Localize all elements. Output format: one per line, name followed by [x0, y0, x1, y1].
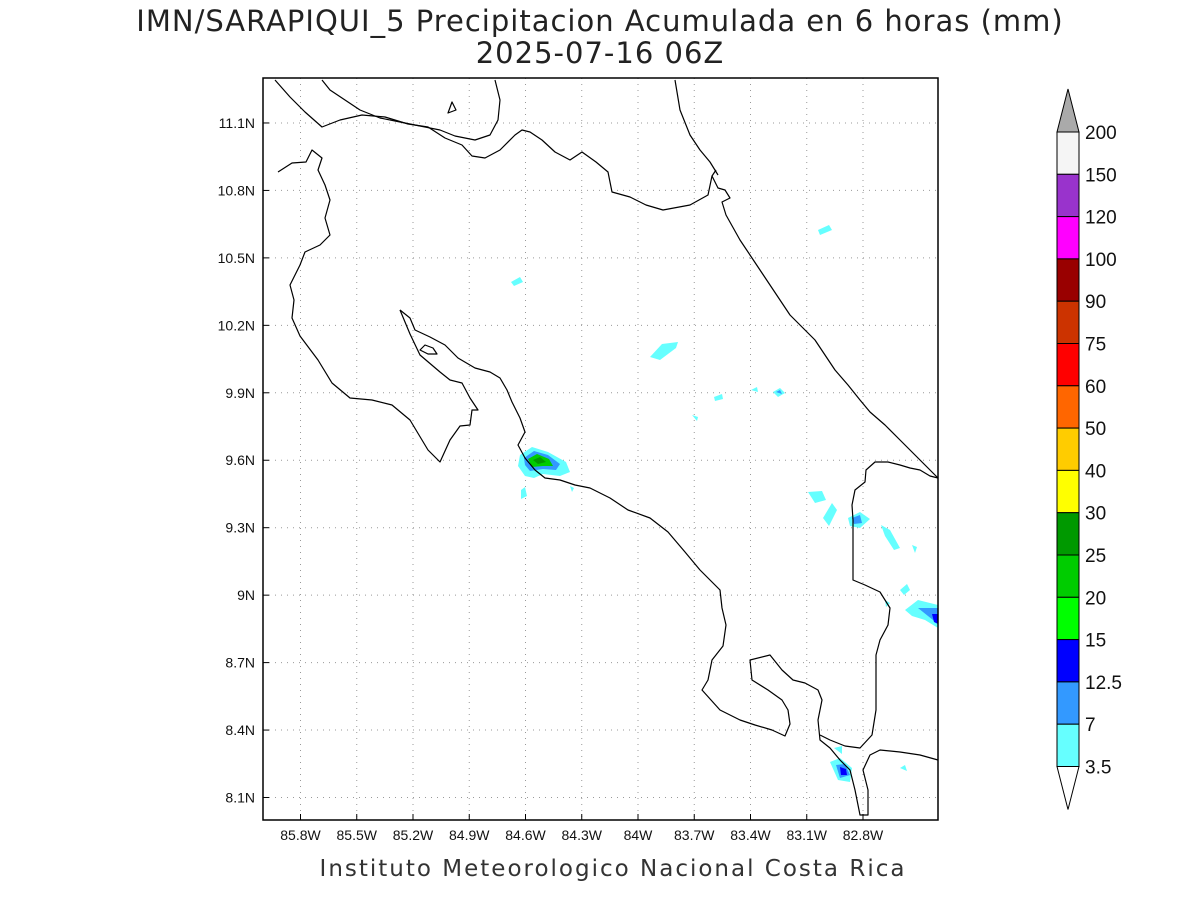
lon-tick-label: 84.6W — [505, 827, 546, 843]
lon-tick-label: 84.3W — [562, 827, 603, 843]
map-date: 2025-07-16 06Z — [475, 36, 725, 70]
lat-tick-label: 9N — [237, 587, 255, 603]
precip-blob — [650, 342, 678, 360]
precip-blob — [852, 515, 862, 524]
colorbar-swatch — [1056, 639, 1080, 683]
colorbar-label: 200 — [1085, 123, 1117, 144]
lon-tick-label: 82.8W — [843, 827, 884, 843]
colorbar-bottom-arrow — [1056, 766, 1080, 810]
precip-blob — [692, 415, 698, 421]
nicaragua-caribbean — [674, 79, 719, 176]
precip-blob — [570, 486, 574, 492]
precipitation-areas — [511, 225, 938, 782]
precip-blob — [533, 457, 546, 464]
colorbar-swatch — [1056, 512, 1080, 556]
precip-blob — [900, 765, 907, 771]
precip-blob — [881, 525, 900, 550]
lon-tick-label: 85.5W — [337, 827, 378, 843]
colorbar-swatch — [1056, 216, 1080, 260]
precip-blob — [751, 387, 758, 392]
precip-blob — [818, 225, 832, 235]
colorbar-label: 150 — [1085, 165, 1117, 186]
latitude-axis: 11.1N 10.8N 10.5N 10.2N 9.9N 9.6N 9.3N 9N 8.7N 8.… — [218, 115, 269, 806]
colorbar-top-arrow — [1056, 88, 1080, 133]
colorbar-label: 100 — [1085, 250, 1117, 271]
colorbar-swatch — [1056, 554, 1080, 598]
grid-lines — [263, 78, 938, 820]
colorbar-label: 12.5 — [1085, 673, 1122, 694]
colorbar-label: 120 — [1085, 208, 1117, 229]
lat-tick-label: 10.8N — [218, 182, 255, 198]
colorbar-swatch — [1056, 300, 1080, 345]
precip-blob — [905, 600, 938, 628]
nicaragua-coast — [321, 79, 501, 141]
precip-blob — [714, 394, 723, 401]
lon-tick-label: 83.4W — [730, 827, 771, 843]
pacific-coast — [277, 149, 479, 463]
precip-blob — [840, 767, 847, 775]
colorbar-label: 30 — [1085, 504, 1106, 525]
longitude-axis: 85.8W 85.5W 85.2W 84.9W 84.6W 84.3W 84W 83.7W 83… — [280, 814, 884, 843]
precip-blob — [808, 491, 826, 503]
colorbar-swatch — [1056, 173, 1080, 218]
lat-tick-label: 9.6N — [225, 452, 255, 468]
lon-tick-label: 85.8W — [280, 827, 321, 843]
colorbar-swatch — [1056, 343, 1080, 387]
precip-blob — [834, 746, 842, 754]
colorbar-swatch — [1056, 469, 1080, 514]
lon-tick-label: 83.1W — [787, 827, 828, 843]
precip-blob — [932, 614, 938, 624]
caribbean-coast — [711, 175, 939, 479]
colorbar-swatch — [1056, 258, 1080, 302]
lat-tick-label: 10.2N — [218, 317, 255, 333]
colorbar: 3.5 7 12.5 15 20 25 30 40 50 60 75 90 100 120 150 200 — [1056, 88, 1122, 810]
precip-blob — [900, 584, 910, 595]
lon-tick-label: 83.7W — [674, 827, 715, 843]
lat-tick-label: 8.7N — [225, 655, 255, 671]
precip-blob — [918, 608, 938, 624]
lat-tick-label: 9.9N — [225, 385, 255, 401]
colorbar-label: 3.5 — [1085, 758, 1111, 779]
lon-tick-label: 85.2W — [393, 827, 434, 843]
lat-tick-label: 8.4N — [225, 722, 255, 738]
precip-blob — [511, 277, 523, 286]
colorbar-label: 90 — [1085, 292, 1106, 313]
map-frame — [262, 77, 939, 821]
lat-tick-label: 11.1N — [219, 115, 255, 131]
lat-tick-label: 9.3N — [225, 520, 255, 536]
colorbar-label: 40 — [1085, 461, 1106, 482]
map-title: IMN/SARAPIQUI_5 Precipitacion Acumulada … — [136, 4, 1064, 38]
lon-tick-label: 84W — [624, 827, 654, 843]
precip-blob — [521, 487, 527, 499]
colorbar-label: 7 — [1085, 715, 1096, 736]
lat-tick-label: 8.1N — [225, 790, 255, 806]
island — [447, 101, 457, 114]
colorbar-swatch — [1056, 385, 1080, 429]
coastline-borders — [274, 79, 939, 816]
colorbar-label: 50 — [1085, 419, 1106, 440]
colorbar-label: 75 — [1085, 335, 1106, 356]
lat-tick-label: 10.5N — [218, 250, 255, 266]
footer-credit: Instituto Meteorologico Nacional Costa R… — [319, 856, 907, 882]
colorbar-label: 15 — [1085, 631, 1106, 652]
panama-border — [819, 461, 939, 749]
precip-blob — [776, 390, 782, 394]
colorbar-swatch — [1056, 427, 1080, 471]
colorbar-swatch — [1056, 131, 1080, 175]
nicaragua-border — [274, 79, 717, 211]
colorbar-swatch — [1056, 723, 1080, 768]
colorbar-label: 25 — [1085, 546, 1106, 567]
lon-tick-label: 84.9W — [449, 827, 490, 843]
precip-blob — [823, 503, 837, 526]
colorbar-label: 20 — [1085, 588, 1106, 609]
nicoya-inner — [419, 344, 438, 355]
colorbar-swatch — [1056, 596, 1080, 641]
colorbar-swatch — [1056, 681, 1080, 725]
precip-blob — [912, 545, 917, 553]
gulf-nicoya — [399, 309, 939, 816]
colorbar-label: 60 — [1085, 377, 1106, 398]
